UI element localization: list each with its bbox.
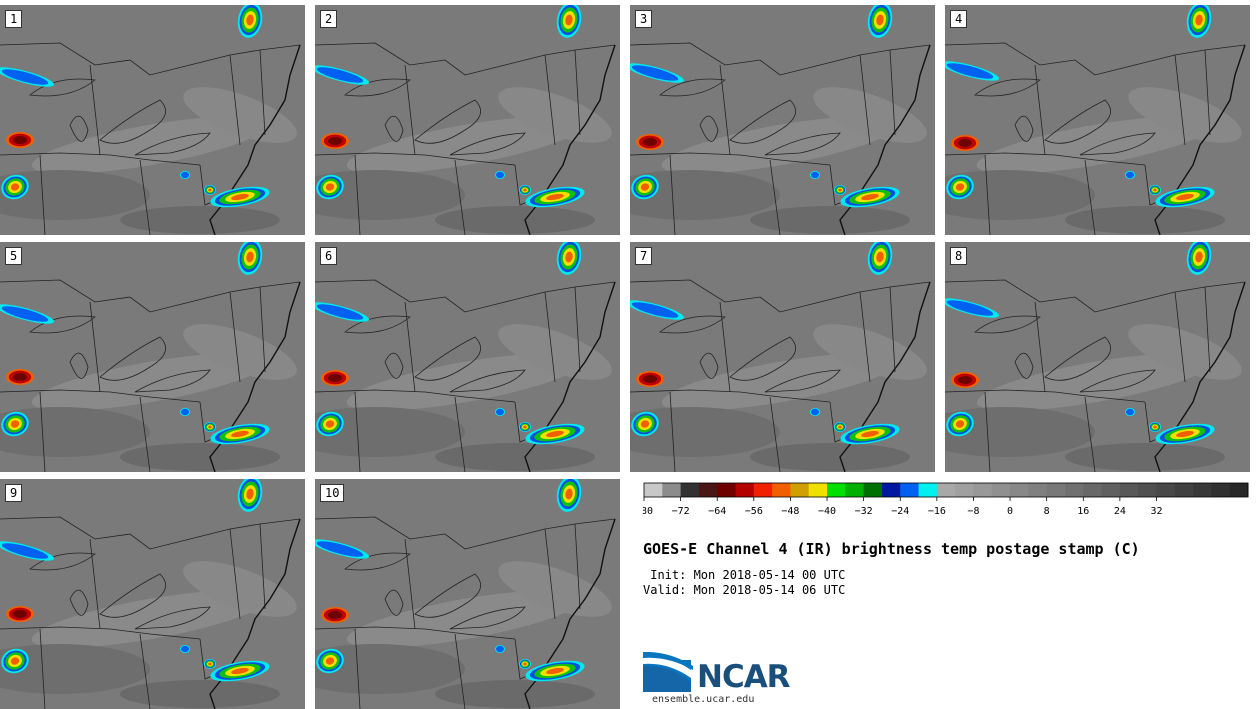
ncar-url: ensemble.ucar.edu (652, 694, 755, 705)
colorbar-segment (900, 483, 920, 497)
colorbar-segment (1010, 483, 1029, 497)
colorbar-segment (735, 483, 755, 497)
colorbar-tick-label: 24 (1114, 506, 1126, 517)
colorbar-segment (881, 483, 901, 497)
panel-number: 4 (950, 10, 968, 28)
panel-number: 3 (635, 10, 653, 28)
colorbar-tick-label: −40 (818, 506, 836, 517)
colorbar-segment (753, 483, 773, 497)
ir-map (630, 5, 935, 235)
colorbar-tick-label: −16 (928, 506, 946, 517)
colorbar-tick-label: −80 (643, 506, 653, 517)
colorbar-tick-label: 16 (1077, 506, 1089, 517)
colorbar-segment (1193, 483, 1212, 497)
colorbar-segment (1211, 483, 1231, 497)
colorbar-segment (1064, 483, 1084, 497)
ir-map (0, 242, 305, 472)
colorbar-tick-label: −8 (967, 506, 979, 517)
colorbar-segment (698, 483, 718, 497)
ir-panel: 7 (630, 242, 935, 472)
colorbar-segment (1174, 483, 1194, 497)
panel-number: 5 (5, 247, 23, 265)
colorbar-tick-label: 0 (1007, 506, 1013, 517)
colorbar-segment (918, 483, 938, 497)
panel-number: 10 (320, 484, 345, 502)
ir-panel: 6 (315, 242, 620, 472)
colorbar-segment (1119, 483, 1139, 497)
colorbar-segment (863, 483, 883, 497)
ir-map (0, 5, 305, 235)
ir-map (315, 242, 620, 472)
colorbar-tick-label: −48 (781, 506, 799, 517)
panel-number: 8 (950, 247, 968, 265)
colorbar-tick-label: −56 (745, 506, 763, 517)
colorbar-segment (717, 483, 737, 497)
ir-panel: 5 (0, 242, 305, 472)
ir-map (945, 5, 1250, 235)
panel-number: 7 (635, 247, 653, 265)
colorbar-segment (790, 483, 810, 497)
ncar-logo-text: NCAR (697, 659, 791, 695)
panel-number: 9 (5, 484, 23, 502)
ir-panel: 3 (630, 5, 935, 235)
colorbar-tick-label: −24 (891, 506, 909, 517)
colorbar-segment (808, 483, 828, 497)
ir-panel: 10 (315, 479, 620, 709)
colorbar-segment (1046, 483, 1066, 497)
panel-number: 6 (320, 247, 338, 265)
colorbar-segment (1229, 483, 1249, 497)
colorbar-segment (991, 483, 1011, 497)
colorbar-segment (1083, 483, 1103, 497)
ir-panel: 4 (945, 5, 1250, 235)
panel-number: 2 (320, 10, 338, 28)
ir-panel: 9 (0, 479, 305, 709)
ncar-logo-icon (643, 652, 693, 692)
colorbar-segment (845, 483, 865, 497)
colorbar-segment (1138, 483, 1157, 497)
colorbar-tick-label: −72 (672, 506, 690, 517)
colorbar-segment (936, 483, 956, 497)
ir-map (630, 242, 935, 472)
colorbar-segment (1101, 483, 1121, 497)
ir-panel: 1 (0, 5, 305, 235)
colorbar-segment (955, 483, 974, 497)
colorbar-segment (1028, 483, 1048, 497)
figure-title: GOES-E Channel 4 (IR) brightness temp po… (643, 540, 1140, 558)
colorbar-segment (680, 483, 700, 497)
ir-panel: 8 (945, 242, 1250, 472)
colorbar-tick-label: 8 (1044, 506, 1050, 517)
colorbar-segment (772, 483, 791, 497)
colorbar-tick-label: 32 (1150, 506, 1162, 517)
ir-map (945, 242, 1250, 472)
ir-panel: 2 (315, 5, 620, 235)
colorbar-tick-label: −64 (708, 506, 726, 517)
colorbar-segment (662, 483, 682, 497)
colorbar-segment (644, 483, 663, 497)
valid-time: Valid: Mon 2018-05-14 06 UTC (643, 583, 846, 597)
colorbar-segment (827, 483, 846, 497)
colorbar-tick-label: −32 (855, 506, 873, 517)
init-time: Init: Mon 2018-05-14 00 UTC (643, 568, 846, 582)
panel-number: 1 (5, 10, 23, 28)
colorbar-segment (1156, 483, 1176, 497)
ir-map (315, 5, 620, 235)
ir-map (0, 479, 305, 709)
ir-map (315, 479, 620, 709)
colorbar-segment (973, 483, 993, 497)
